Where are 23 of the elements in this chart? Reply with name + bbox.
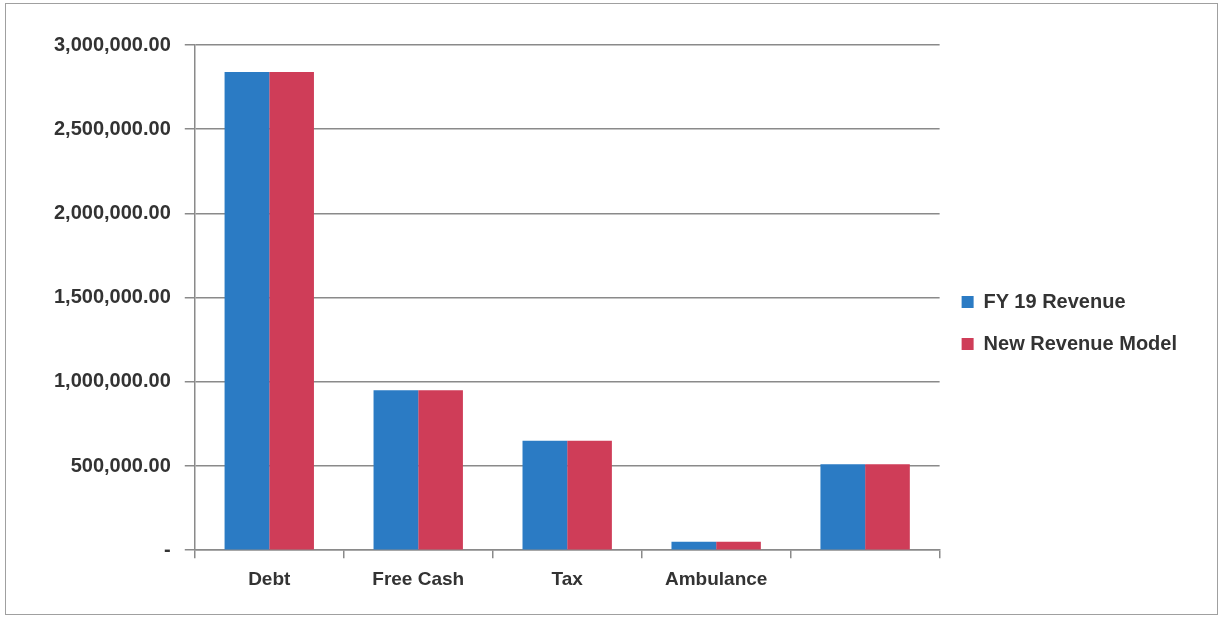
y-tick-label: - (164, 537, 171, 560)
y-tick-label: 1,000,000.00 (54, 369, 171, 392)
y-tick-label: 3,000,000.00 (54, 32, 171, 55)
x-tick-label: Free Cash (372, 567, 465, 589)
y-tick-label: 2,500,000.00 (54, 116, 171, 139)
bar (716, 541, 761, 550)
bar (373, 390, 419, 550)
y-tick-label: 500,000.00 (70, 453, 171, 476)
x-tick-label: Debt (248, 567, 292, 589)
bar (671, 541, 717, 550)
y-tick-label: 1,500,000.00 (54, 285, 171, 308)
bar (865, 464, 910, 550)
y-tick-label: 2,000,000.00 (54, 200, 171, 223)
bar (269, 71, 314, 550)
x-tick-label: Tax (551, 567, 584, 589)
bar (418, 390, 463, 550)
bar (567, 440, 612, 550)
bar (224, 71, 270, 550)
x-tick-label: Ambulance (664, 567, 768, 589)
bar (522, 440, 568, 550)
bar (820, 464, 866, 550)
legend-label: FY 19 Revenue (983, 289, 1126, 312)
legend-label: New Revenue Model (983, 331, 1178, 354)
